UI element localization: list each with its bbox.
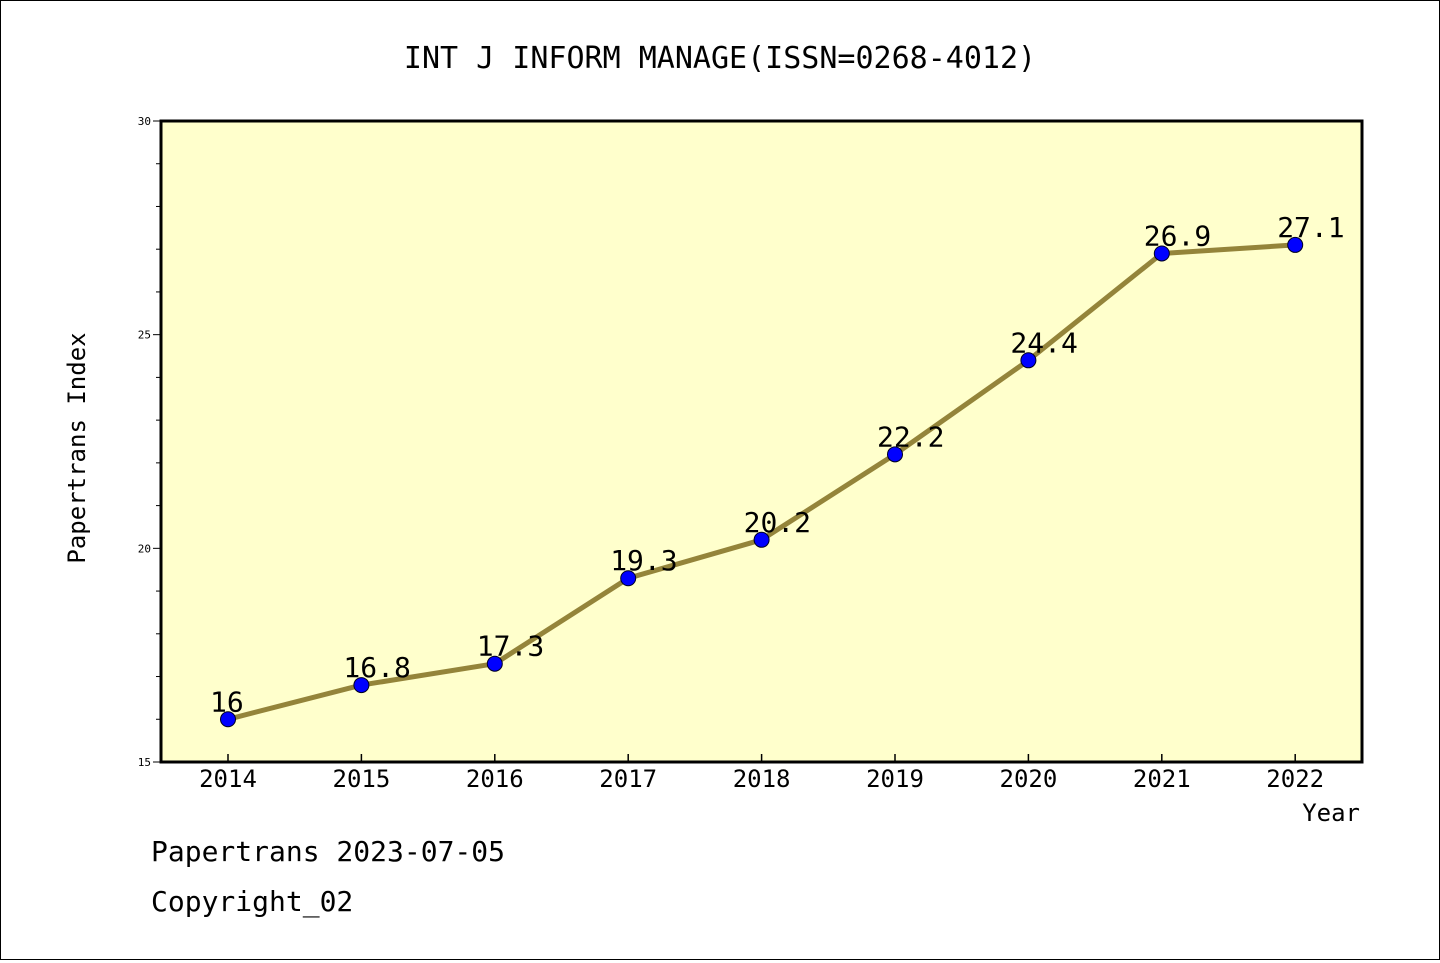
data-label: 22.2 <box>877 420 944 453</box>
y-tick-label: 15 <box>138 756 151 769</box>
data-label: 17.3 <box>477 630 544 663</box>
data-point <box>486 655 503 672</box>
x-tick-label: 2019 <box>866 765 924 793</box>
x-tick-label: 2018 <box>733 765 791 793</box>
data-label: 16 <box>210 685 244 718</box>
data-label: 27.1 <box>1277 211 1344 244</box>
data-labels: 16 16.8 17.3 19.3 20.2 22.2 24.4 26.9 27.1 <box>210 211 1345 718</box>
data-label: 16.8 <box>343 651 410 684</box>
footer-date: Papertrans 2023-07-05 <box>151 835 506 868</box>
data-label: 19.3 <box>610 544 677 577</box>
data-point <box>353 677 370 694</box>
x-tick-label: 2014 <box>199 765 257 793</box>
chart-title: INT J INFORM MANAGE(ISSN=0268-4012) <box>404 41 1036 76</box>
y-axis-label: Papertrans Index <box>63 332 91 563</box>
y-axis: 15 20 25 30 <box>138 115 161 769</box>
series-papertrans-index <box>220 236 1304 728</box>
y-tick-label: 20 <box>138 542 151 555</box>
data-label: 26.9 <box>1144 219 1211 252</box>
data-point <box>753 531 770 548</box>
x-axis-label: Year <box>1302 799 1360 827</box>
data-point <box>1020 352 1037 369</box>
x-tick-label: 2017 <box>599 765 657 793</box>
data-point <box>620 570 637 587</box>
data-point <box>220 711 236 728</box>
data-label: 24.4 <box>1010 326 1077 359</box>
x-tick-label: 2022 <box>1266 765 1324 793</box>
plot-area <box>159 119 1364 764</box>
y-tick-label: 25 <box>138 329 151 342</box>
x-tick-label: 2015 <box>333 765 391 793</box>
x-tick-label: 2020 <box>1000 765 1058 793</box>
x-tick-label: 2016 <box>466 765 524 793</box>
data-point <box>1153 245 1170 262</box>
x-tick-label: 2021 <box>1133 765 1191 793</box>
footer-copyright: Copyright_02 <box>151 885 354 918</box>
y-tick-label: 30 <box>138 115 151 128</box>
data-label: 20.2 <box>744 506 811 539</box>
data-point <box>887 446 903 463</box>
x-axis: 2014 2015 2016 2017 2018 2019 2020 2021 2022 <box>199 754 1324 793</box>
data-point <box>1287 236 1304 253</box>
